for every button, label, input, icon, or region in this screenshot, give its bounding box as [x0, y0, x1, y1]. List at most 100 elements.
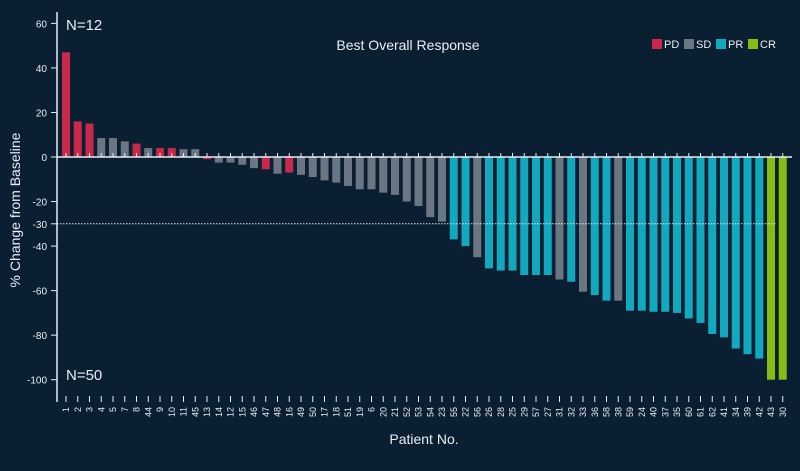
- bar-patient-8: [132, 143, 141, 157]
- bar-patient-12: [226, 157, 235, 163]
- x-tick-label: 35: [672, 407, 682, 417]
- x-tick-label: 29: [519, 407, 529, 417]
- x-tick-label: 3: [85, 407, 95, 412]
- bar-patient-42: [755, 157, 764, 359]
- x-tick-label: 18: [331, 407, 341, 417]
- x-tick-label: 56: [472, 407, 482, 417]
- x-tick-label: 57: [531, 407, 541, 417]
- chart-title: Best Overall Response: [336, 37, 479, 53]
- x-ticks: 1 2 3 4 5 7 8 44 9 10 11 45 13 14 12 15 46 47 48 16 49 50 17 18…: [61, 153, 788, 417]
- y-axis-label: % Change from Baseline: [7, 132, 23, 287]
- x-tick-label: 12: [226, 407, 236, 417]
- x-tick-label: 1: [61, 407, 71, 412]
- bar-patient-4: [97, 138, 106, 157]
- annotation-n-top: N=12: [66, 17, 102, 34]
- bar-patient-41: [720, 157, 728, 338]
- bar-patient-52: [402, 157, 411, 202]
- y-tick-label: -40: [33, 242, 48, 253]
- bar-patient-44: [144, 148, 153, 157]
- bar-patient-62: [708, 157, 717, 335]
- y-tick-label: -80: [33, 331, 48, 342]
- bar-patient-33: [579, 157, 587, 292]
- bar-patient-58: [602, 157, 611, 301]
- y-ticks: 60 40 20 0 -20 -30 -40 -60 -80 -100: [27, 19, 57, 387]
- bar-patient-30: [778, 157, 787, 380]
- x-tick-label: 25: [508, 407, 518, 417]
- x-tick-label: 42: [754, 407, 764, 417]
- x-tick-label: 6: [367, 407, 377, 412]
- bar-patient-3: [85, 123, 94, 157]
- x-tick-label: 17: [320, 407, 330, 417]
- x-tick-label: 32: [566, 407, 576, 417]
- bar-patient-61: [696, 157, 705, 323]
- x-tick-label: 60: [684, 407, 694, 417]
- x-tick-label: 2: [73, 407, 83, 412]
- x-tick-label: 40: [649, 407, 659, 417]
- bar-patient-2: [73, 121, 82, 157]
- bar-patient-25: [508, 157, 517, 271]
- bar-patient-14: [214, 157, 223, 163]
- bar-patient-22: [461, 157, 470, 247]
- bar-patient-48: [273, 157, 282, 174]
- x-tick-label: 4: [96, 407, 106, 412]
- legend-swatch-pd: [652, 39, 662, 49]
- bar-patient-20: [379, 157, 388, 193]
- x-tick-label: 61: [696, 407, 706, 417]
- bar-patient-53: [414, 157, 423, 206]
- bar-patient-29: [520, 157, 529, 276]
- bar-patient-26: [485, 157, 493, 269]
- x-tick-label: 44: [143, 407, 153, 417]
- bar-patient-1: [62, 52, 70, 157]
- legend-swatch-pr: [716, 39, 726, 49]
- y-tick-label: -60: [33, 287, 48, 298]
- x-tick-label: 7: [120, 407, 130, 412]
- bar-patient-24: [637, 157, 646, 311]
- x-tick-label: 51: [343, 407, 353, 417]
- bar-patient-23: [438, 157, 446, 222]
- y-tick-label: -20: [33, 198, 48, 209]
- bar-patient-38: [614, 157, 623, 301]
- x-tick-label: 33: [578, 407, 588, 417]
- x-tick-label: 13: [202, 407, 212, 417]
- bar-patient-31: [555, 157, 564, 280]
- bar-patient-34: [731, 157, 740, 349]
- x-tick-label: 19: [355, 407, 365, 417]
- bar-patient-51: [344, 157, 352, 186]
- bar-patient-15: [238, 157, 247, 165]
- x-tick-label: 26: [484, 407, 494, 417]
- bar-patient-28: [496, 157, 505, 271]
- x-tick-label: 8: [132, 407, 142, 412]
- bar-patient-57: [532, 157, 540, 276]
- x-tick-label: 28: [496, 407, 506, 417]
- bar-patient-39: [743, 157, 752, 355]
- y-tick-label: 60: [36, 19, 48, 30]
- bar-patient-59: [626, 157, 634, 311]
- bar-patient-46: [250, 157, 258, 169]
- legend-label-pd: PD: [664, 39, 679, 51]
- x-tick-label: 53: [414, 407, 424, 417]
- bar-patient-50: [308, 157, 317, 178]
- annotation-n-bottom: N=50: [66, 367, 102, 384]
- x-axis-label: Patient No.: [389, 431, 458, 447]
- bar-patient-16: [285, 157, 294, 173]
- x-tick-label: 45: [190, 407, 200, 417]
- bar-patient-7: [120, 141, 129, 157]
- bar-patient-21: [391, 157, 399, 195]
- bar-patient-54: [426, 157, 435, 218]
- x-tick-label: 36: [590, 407, 600, 417]
- x-tick-label: 31: [555, 407, 565, 417]
- x-tick-label: 52: [402, 407, 412, 417]
- bar-patient-49: [297, 157, 305, 175]
- x-tick-label: 55: [449, 407, 459, 417]
- x-tick-label: 47: [261, 407, 271, 417]
- x-tick-label: 20: [378, 407, 388, 417]
- x-tick-label: 14: [214, 407, 224, 417]
- y-tick-label: -30: [33, 220, 48, 231]
- bar-patient-32: [567, 157, 576, 282]
- x-tick-label: 21: [390, 407, 400, 417]
- x-tick-label: 11: [179, 407, 189, 416]
- x-tick-label: 34: [731, 407, 741, 417]
- x-tick-label: 30: [778, 407, 788, 417]
- x-tick-label: 24: [637, 407, 647, 417]
